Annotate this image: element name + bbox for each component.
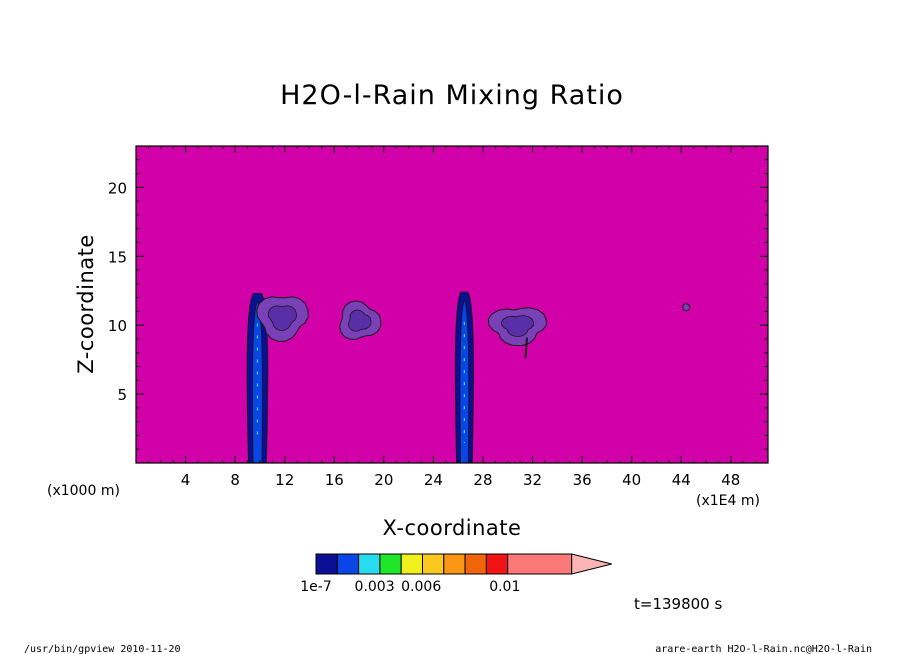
rain-features (246, 291, 691, 464)
colorbar-cell (336, 553, 360, 575)
colorbar-cell (358, 553, 381, 575)
cloud-stem (524, 337, 528, 359)
x-tick-label: 48 (721, 471, 740, 489)
plot-frame (135, 145, 769, 464)
x-tick-label: 8 (230, 471, 240, 489)
x-tick-label: 24 (424, 471, 443, 489)
colorbar-cell (400, 553, 424, 575)
footer-left: /usr/bin/gpview 2010-11-20 (24, 644, 181, 654)
x-tick-label: 20 (374, 471, 393, 489)
feature-column (454, 291, 474, 464)
colorbar-cell-wide (507, 553, 573, 575)
x-unit-right: (x1E4 m) (696, 493, 760, 509)
x-tick-label: 36 (573, 471, 592, 489)
colorbar-cell (315, 553, 338, 575)
colorbar-label: 0.01 (489, 579, 520, 595)
footer-right: arare-earth_H2O-l-Rain.nc@H2O-l-Rain (655, 644, 872, 654)
feature-cloud (487, 307, 548, 359)
y-tick-label: 20 (108, 179, 127, 197)
x-tick-label: 28 (473, 471, 492, 489)
x-tick-label: 16 (325, 471, 344, 489)
y-tick-label: 15 (108, 248, 127, 266)
colorbar-cell (422, 553, 445, 575)
colorbar-arrow (571, 553, 612, 575)
x-tick-label: 44 (672, 471, 691, 489)
colorbar (315, 553, 612, 575)
x-tick-label: 12 (275, 471, 294, 489)
cloud-core (501, 315, 535, 337)
colorbar-cell (485, 553, 509, 575)
colorbar-cell (379, 553, 402, 575)
colorbar-label: 0.006 (401, 579, 441, 595)
cloud-core (267, 305, 298, 331)
x-axis-ticks: 4 8 12 16 20 24 28 32 36 40 44 48 (147, 146, 757, 489)
column-inner (252, 300, 263, 464)
cloud-dot (682, 303, 691, 312)
y-axis-ticks: 5 10 15 20 (108, 159, 768, 450)
feature-anvil (256, 296, 309, 342)
y-tick-label: 10 (108, 317, 127, 335)
x-axis-label: X-coordinate (383, 516, 522, 540)
x-tick-label: 32 (523, 471, 542, 489)
y-tick-label: 5 (117, 386, 127, 404)
y-axis-label: Z-coordinate (74, 234, 98, 374)
feature-dot (682, 303, 691, 312)
plot-area (136, 146, 768, 463)
x-unit-left: (x1000 m) (47, 483, 120, 499)
x-tick-label: 4 (181, 471, 191, 489)
colorbar-labels: 1e-7 0.003 0.006 0.01 (300, 579, 520, 595)
cloud-core (347, 309, 372, 332)
colorbar-label: 1e-7 (300, 579, 331, 595)
column-inner (459, 299, 470, 464)
colorbar-cell (464, 553, 487, 575)
x-tick-label: 40 (622, 471, 641, 489)
colorbar-label: 0.003 (355, 579, 395, 595)
feature-column (246, 292, 269, 464)
time-label: t=139800 s (634, 595, 722, 613)
chart-title: H2O-l-Rain Mixing Ratio (280, 80, 624, 111)
colorbar-cell (443, 553, 466, 575)
feature-cloud (339, 300, 382, 340)
